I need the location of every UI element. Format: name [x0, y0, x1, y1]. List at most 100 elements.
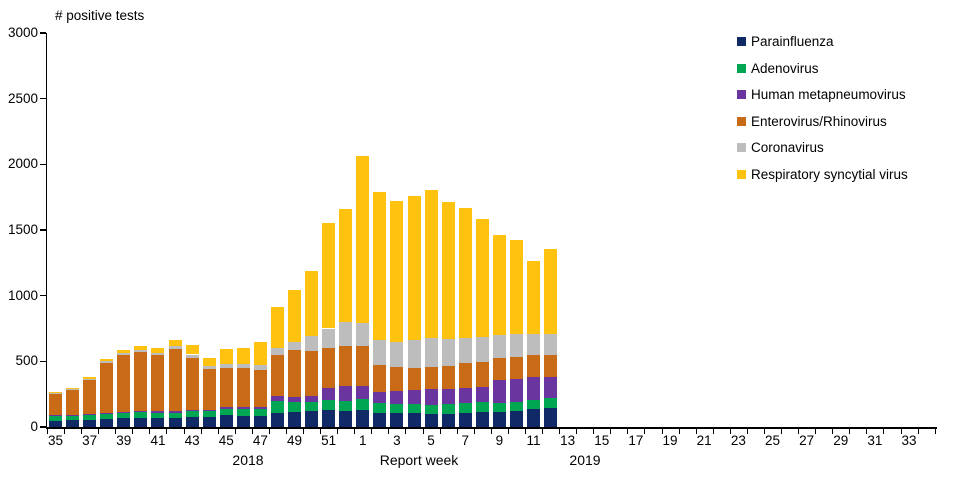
bar-segment-enterovirus-rhinovirus	[305, 351, 319, 397]
x-tick-label: 11	[526, 433, 541, 448]
bar-segment-human-metapneumovirus	[305, 396, 319, 403]
x-axis-tick	[678, 428, 680, 434]
bar-segment-coronavirus	[219, 364, 233, 369]
bar-segment-parainfluenza	[441, 413, 455, 427]
x-axis-tick	[337, 428, 339, 434]
y-axis-tick	[40, 360, 46, 363]
bar-segment-coronavirus	[390, 341, 404, 368]
bar-segment-human-metapneumovirus	[151, 411, 165, 413]
bar-segment-adenovirus	[83, 415, 97, 420]
bar-segment-human-metapneumovirus	[322, 388, 336, 401]
x-axis-tick	[559, 428, 561, 434]
x-axis-tick	[388, 428, 390, 434]
y-axis-tick	[40, 97, 46, 100]
bar-segment-parainfluenza	[424, 413, 438, 427]
bar-segment-adenovirus	[509, 402, 523, 412]
x-tick-label: 41	[150, 433, 166, 448]
bar-segment-enterovirus-rhinovirus	[373, 365, 387, 393]
bar-segment-adenovirus	[544, 398, 558, 408]
bar-segment-parainfluenza	[407, 413, 421, 427]
bar-segment-parainfluenza	[202, 417, 216, 427]
bar-segment-parainfluenza	[134, 417, 148, 427]
bar-segment-parainfluenza	[236, 415, 250, 427]
y-axis-tick	[40, 294, 46, 297]
bar-segment-coronavirus	[151, 352, 165, 355]
bar-segment-enterovirus-rhinovirus	[270, 355, 284, 397]
x-axis-tick	[866, 428, 868, 434]
x-axis-tick	[166, 428, 168, 434]
x-tick-label: 37	[82, 433, 98, 448]
x-tick-label: 21	[696, 433, 712, 448]
x-axis-tick	[593, 428, 595, 434]
bar-segment-respiratory-syncytial-virus	[407, 195, 421, 341]
bar-segment-respiratory-syncytial-virus	[66, 387, 80, 390]
bar-segment-human-metapneumovirus	[117, 411, 131, 414]
y-tick-label: 2000	[7, 156, 38, 172]
bar-segment-enterovirus-rhinovirus	[390, 367, 404, 391]
bar-segment-parainfluenza	[168, 417, 182, 427]
bar-segment-adenovirus	[305, 402, 319, 412]
bar-segment-respiratory-syncytial-virus	[270, 307, 284, 348]
bar-segment-enterovirus-rhinovirus	[117, 354, 131, 412]
legend-item: Respiratory syncytial virus	[737, 167, 908, 182]
bar-segment-human-metapneumovirus	[219, 407, 233, 409]
x-axis-tick	[644, 428, 646, 434]
bar-segment-coronavirus	[322, 328, 336, 349]
x-axis-tick	[798, 428, 800, 434]
x-tick-label: 13	[560, 433, 576, 448]
bar-segment-human-metapneumovirus	[236, 407, 250, 409]
bar-segment-adenovirus	[373, 403, 387, 414]
bar-segment-coronavirus	[526, 333, 540, 356]
bar-segment-parainfluenza	[288, 411, 301, 427]
bar-segment-human-metapneumovirus	[526, 377, 540, 401]
bar-segment-enterovirus-rhinovirus	[322, 348, 336, 389]
bar-segment-adenovirus	[168, 412, 182, 418]
bar-segment-parainfluenza	[83, 419, 97, 427]
x-tick-label: 49	[286, 433, 303, 448]
bar-segment-coronavirus	[339, 321, 353, 346]
bar-segment-respiratory-syncytial-virus	[185, 345, 199, 355]
x-tick-label: 1	[359, 433, 367, 448]
x-axis-line	[47, 427, 937, 429]
bar-segment-adenovirus	[322, 400, 336, 410]
bar-segment-coronavirus	[288, 342, 301, 351]
bar-segment-parainfluenza	[339, 411, 353, 427]
bar-segment-adenovirus	[185, 411, 199, 418]
x-axis-tick	[64, 428, 66, 434]
bar-segment-parainfluenza	[390, 413, 404, 427]
bar-segment-adenovirus	[219, 408, 233, 416]
y-tick-label: 3000	[7, 25, 38, 40]
legend-swatch-icon	[737, 170, 746, 179]
x-tick-label: 3	[393, 433, 401, 448]
x-axis-tick	[627, 428, 629, 434]
bar-segment-adenovirus	[236, 408, 250, 416]
x-axis-title: Report week	[379, 452, 459, 468]
bar-segment-enterovirus-rhinovirus	[441, 365, 455, 389]
bar-segment-coronavirus	[49, 393, 63, 395]
x-axis-tick	[917, 428, 919, 434]
x-axis-tick	[285, 428, 287, 434]
bar-segment-parainfluenza	[322, 409, 336, 427]
legend-swatch-icon	[737, 143, 746, 153]
x-axis-tick	[98, 428, 100, 434]
x-tick-label: 9	[495, 433, 504, 448]
bar-segment-adenovirus	[390, 404, 404, 414]
bar-segment-adenovirus	[117, 413, 131, 419]
bar-segment-human-metapneumovirus	[66, 414, 80, 416]
bar-segment-parainfluenza	[475, 411, 489, 427]
bar-segment-human-metapneumovirus	[253, 407, 267, 410]
bar-segment-coronavirus	[202, 365, 216, 369]
bar-segment-adenovirus	[66, 415, 80, 420]
bar-segment-adenovirus	[134, 411, 148, 418]
bar-segment-human-metapneumovirus	[49, 415, 63, 417]
x-tick-label: 47	[252, 433, 268, 448]
bar-segment-enterovirus-rhinovirus	[185, 357, 199, 410]
bar-segment-coronavirus	[185, 354, 199, 358]
x-tick-label: 27	[799, 433, 815, 448]
bar-segment-coronavirus	[83, 378, 97, 380]
bar-segment-human-metapneumovirus	[441, 388, 455, 404]
bar-segment-human-metapneumovirus	[202, 409, 216, 412]
bar-segment-respiratory-syncytial-virus	[236, 347, 250, 365]
bar-segment-enterovirus-rhinovirus	[66, 390, 80, 415]
